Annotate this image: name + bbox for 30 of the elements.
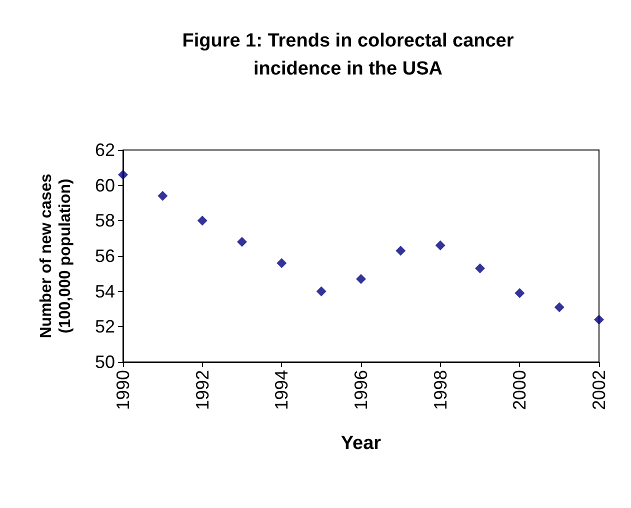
x-tick-label: 1996: [351, 370, 371, 410]
x-tick-label: 2002: [589, 370, 609, 410]
y-tick-label: 50: [94, 352, 115, 372]
point: [197, 216, 208, 226]
y-axis-title: Number of new cases (100,000 population): [38, 174, 74, 338]
y-tick-label: 60: [94, 175, 115, 196]
y-tick-label: 62: [94, 140, 115, 160]
point: [237, 236, 247, 247]
x-tick-label: 1994: [272, 370, 292, 410]
point: [158, 190, 168, 201]
x-tick-label: 1992: [192, 370, 212, 410]
point: [276, 258, 287, 268]
y-tick-label: 56: [94, 246, 115, 266]
y-tick-label: 54: [94, 281, 115, 302]
y-tick-label: 58: [94, 210, 115, 231]
point: [396, 246, 406, 256]
chart-title: Figure 1: Trends in colorectal cancer incidence in the USA: [182, 30, 514, 80]
x-axis-title: Year: [340, 433, 382, 454]
point: [475, 263, 485, 274]
x-tick-label: 1990: [113, 370, 133, 410]
x-tick-label: 2000: [510, 370, 530, 410]
point: [435, 240, 446, 250]
x-tick-label: 1998: [430, 370, 450, 410]
point: [356, 274, 366, 284]
point: [514, 288, 525, 298]
point: [118, 170, 128, 180]
point: [316, 286, 326, 296]
y-tick-label: 52: [94, 316, 115, 337]
point: [594, 314, 604, 325]
point: [554, 302, 564, 312]
